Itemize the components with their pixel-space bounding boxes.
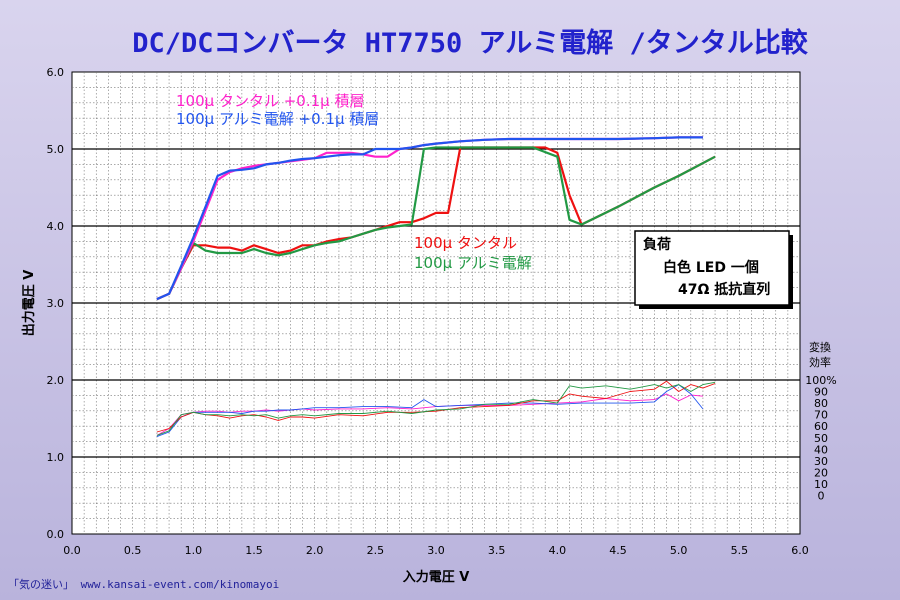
x-tick-label: 5.5 [731,544,749,557]
y-tick-label: 4.0 [47,220,65,233]
efficiency-tick-label: 10 [814,478,828,491]
x-axis-label: 入力電圧 V [403,569,470,585]
efficiency-tick-label: 20 [814,466,828,479]
series-line [156,136,703,301]
efficiency-axis-label-line1: 変換 [809,340,831,354]
y-tick-labels: 0.0 1.0 2.0 3.0 4.0 5.0 6.0 [47,66,65,541]
legend-aluminium: 100μ アルミ電解 [414,254,532,272]
legend-aluminium-mlcc: 100μ アルミ電解 +0.1μ 積層 [176,110,379,128]
efficiency-tick-label: 80 [814,397,828,410]
efficiency-tick-label: 0 [818,490,825,503]
efficiency-axis-label-line2: 効率 [809,355,831,369]
y-tick-label: 5.0 [47,143,65,156]
efficiency-tick-label: 60 [814,420,828,433]
x-tick-label: 2.0 [306,544,324,557]
y-tick-label: 1.0 [47,451,65,464]
legend-tantalum-mlcc: 100μ タンタル +0.1μ 積層 [176,92,364,110]
efficiency-line [156,384,704,438]
y-axis-label: 出力電圧 V [21,270,37,337]
series-lines [156,136,716,301]
x-tick-label: 1.5 [245,544,263,557]
efficiency-tick-label: 50 [814,432,828,445]
load-box-line1: 負荷 [643,236,671,253]
grid [72,72,800,534]
y-tick-label: 2.0 [47,374,65,387]
load-box: 負荷 白色 LED 一個 47Ω 抵抗直列 [634,230,793,309]
chart-title: DC/DCコンバータ HT7750 アルミ電解 /タンタル比較 [132,27,809,59]
x-tick-label: 6.0 [791,544,809,557]
x-tick-labels: 0.0 0.5 1.0 1.5 2.0 2.5 3.0 3.5 4.0 4.5 5.0 5.5 6.0 [63,544,809,557]
series-line [156,146,716,301]
load-box-line2: 白色 LED 一個 [663,259,759,276]
x-tick-label: 0.5 [124,544,142,557]
load-box-line3: 47Ω 抵抗直列 [678,281,770,298]
series-line [156,146,716,301]
efficiency-lines [156,380,716,438]
x-tick-label: 1.0 [185,544,203,557]
y-tick-label: 3.0 [47,297,65,310]
footer-credit: 「気の迷い」 www.kansai-event.com/kinomayoi [8,577,279,591]
efficiency-line [156,381,716,436]
efficiency-tick-label: 40 [814,443,828,456]
y-tick-label: 0.0 [47,528,65,541]
x-tick-label: 4.5 [609,544,627,557]
x-tick-label: 2.5 [367,544,385,557]
x-tick-label: 0.0 [63,544,81,557]
efficiency-tick-label: 100% [805,374,836,387]
x-tick-label: 4.0 [549,544,567,557]
efficiency-tick-label: 30 [814,455,828,468]
efficiency-tick-label: 70 [814,409,828,422]
x-tick-label: 5.0 [670,544,688,557]
efficiency-line [156,393,703,436]
x-tick-label: 3.0 [427,544,445,557]
load-box-frame [634,230,790,306]
legend-tantalum: 100μ タンタル [414,234,517,252]
x-tick-label: 3.5 [488,544,506,557]
y-tick-label: 6.0 [47,66,65,79]
efficiency-tick-label: 90 [814,386,828,399]
